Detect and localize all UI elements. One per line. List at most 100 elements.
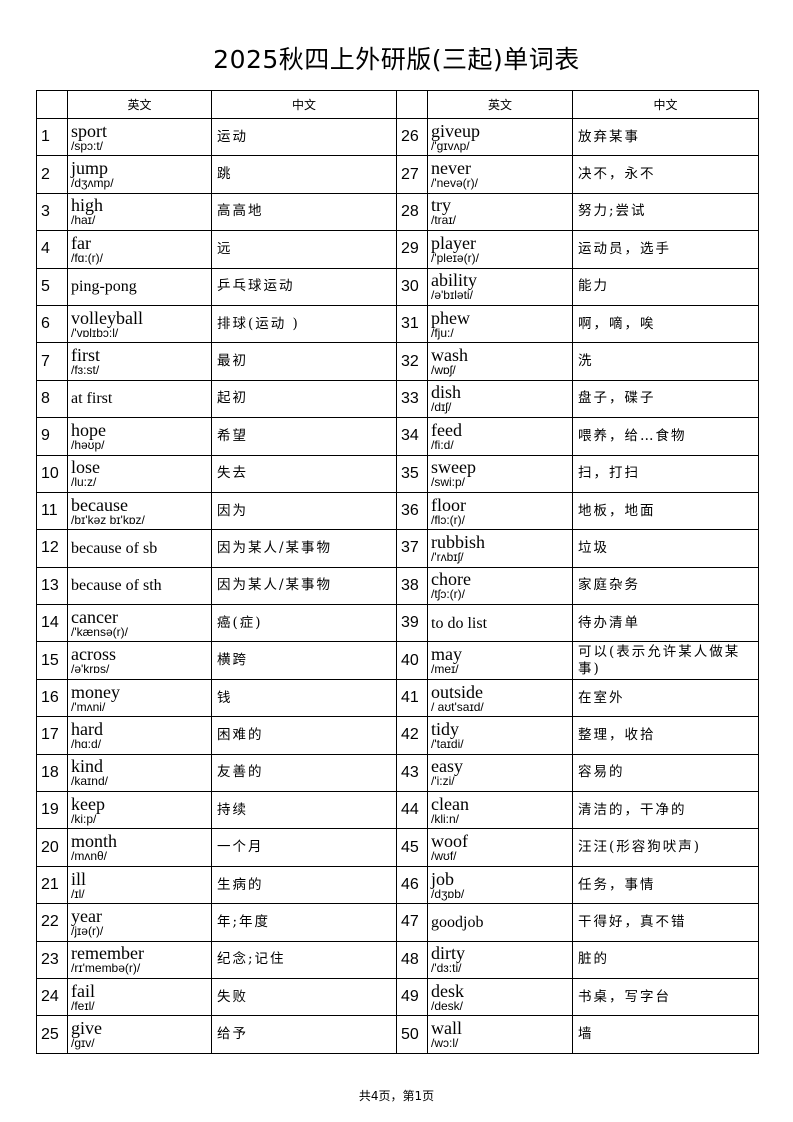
english-cell: year/jɪə(r)/ <box>67 903 212 942</box>
english-word: may <box>431 644 462 665</box>
chinese-meaning: 清洁的，干净的 <box>572 791 759 830</box>
english-cell: ping-pong <box>67 267 212 306</box>
chinese-meaning: 容易的 <box>572 753 759 793</box>
chinese-meaning: 墙 <box>572 1015 759 1054</box>
english-word: feed <box>431 419 462 440</box>
english-word: try <box>431 195 451 216</box>
chinese-meaning: 干得好，真不错 <box>572 903 759 942</box>
chinese-meaning: 书桌，写字台 <box>572 977 759 1017</box>
table-row: 9 hope/həʊp/希望 34 feed/fi:d/喂养，给…食物 <box>36 417 759 456</box>
english-word: hope <box>71 419 106 440</box>
chinese-meaning: 失去 <box>211 454 397 493</box>
word-number: 40 <box>396 641 428 680</box>
english-word: job <box>431 868 455 889</box>
english-cell: cancer/'kænsə(r)/ <box>67 604 212 643</box>
english-cell: across/ə'krɒs/ <box>67 641 212 680</box>
word-number: 16 <box>36 678 68 718</box>
english-word: woof <box>431 831 468 852</box>
word-number: 4 <box>36 230 68 269</box>
english-cell: far/fɑ:(r)/ <box>67 230 212 269</box>
english-word: keep <box>71 793 105 814</box>
chinese-meaning: 一个月 <box>211 828 397 867</box>
english-cell: volleyball/'vɒlɪbɔ:l/ <box>67 304 212 344</box>
word-number: 48 <box>396 940 428 979</box>
phonetic: / aʊt'saɪd/ <box>431 699 484 714</box>
english-cell: keep/ki:p/ <box>67 791 212 830</box>
english-word: ping-pong <box>71 278 137 296</box>
phonetic: /'mʌni/ <box>71 699 106 714</box>
chinese-meaning: 排球(运动 ) <box>211 304 397 344</box>
phonetic: /rɪ'membə(r)/ <box>71 961 141 976</box>
english-word: rubbish <box>431 531 485 552</box>
phonetic: /wɒʃ/ <box>431 363 456 378</box>
chinese-meaning: 整理，收拾 <box>572 716 759 755</box>
english-cell: first/fɜ:st/ <box>67 342 212 381</box>
english-word: at first <box>71 390 113 408</box>
word-number: 19 <box>36 791 68 830</box>
english-cell: wash/wɒʃ/ <box>427 342 573 381</box>
phonetic: /fju:/ <box>431 325 454 340</box>
chinese-meaning: 可以(表示允许某人做某事) <box>572 641 759 680</box>
chinese-meaning: 跳 <box>211 155 397 194</box>
table-row: 23 remember/rɪ'membə(r)/纪念;记住 48 dirty/'dɜ:… <box>36 940 759 979</box>
english-cell: dish/dɪʃ/ <box>427 379 573 419</box>
chinese-meaning: 运动 <box>211 117 397 157</box>
phonetic: /'kænsə(r)/ <box>71 624 128 639</box>
chinese-meaning: 远 <box>211 230 397 269</box>
english-cell: feed/fi:d/ <box>427 417 573 456</box>
english-word: because <box>71 494 128 515</box>
phonetic: /'rʌbɪʃ/ <box>431 549 464 564</box>
chinese-meaning: 高高地 <box>211 192 397 232</box>
word-number: 3 <box>36 192 68 232</box>
english-cell: never/'nevə(r)/ <box>427 155 573 194</box>
phonetic: /meɪ/ <box>431 662 459 677</box>
word-number: 30 <box>396 267 428 306</box>
english-word: wash <box>431 345 468 366</box>
word-number: 8 <box>36 379 68 419</box>
table-row: 18 kind/kaɪnd/友善的 43 easy/'i:zi/容易的 <box>36 753 759 793</box>
english-cell: phew/fju:/ <box>427 304 573 344</box>
table-row: 21 ill/ɪl/生病的 46 job/dʒɒb/任务，事情 <box>36 865 759 905</box>
header-chinese: 中文 <box>572 90 759 119</box>
phonetic: /jɪə(r)/ <box>71 923 104 938</box>
english-cell: because of sb <box>67 529 212 568</box>
word-number: 17 <box>36 716 68 755</box>
chinese-meaning: 垃圾 <box>572 529 759 568</box>
chinese-meaning: 因为 <box>211 491 397 531</box>
phonetic: /ki:p/ <box>71 811 97 826</box>
english-word: ill <box>71 868 87 889</box>
chinese-meaning: 盘子，碟子 <box>572 379 759 419</box>
phonetic: /'gɪvʌp/ <box>431 138 470 153</box>
header-number <box>396 90 428 119</box>
english-word: first <box>71 345 100 366</box>
english-cell: woof/wʊf/ <box>427 828 573 867</box>
english-word: volleyball <box>71 307 143 328</box>
word-number: 25 <box>36 1015 68 1054</box>
word-number: 47 <box>396 903 428 942</box>
chinese-meaning: 持续 <box>211 791 397 830</box>
table-row: 3 high/haɪ/高高地 28 try/traɪ/努力;尝试 <box>36 192 759 232</box>
word-number: 37 <box>396 529 428 568</box>
chinese-meaning: 因为某人/某事物 <box>211 566 397 606</box>
phonetic: /'pleɪə(r)/ <box>431 250 479 265</box>
chinese-meaning: 决不，永不 <box>572 155 759 194</box>
phonetic: /flɔ:(r)/ <box>431 512 465 527</box>
english-cell: clean/kli:n/ <box>427 791 573 830</box>
english-word: chore <box>431 569 471 590</box>
english-word: giveup <box>431 120 480 141</box>
word-number: 21 <box>36 865 68 905</box>
table-row: 20 month/mʌnθ/一个月 45 woof/wʊf/汪汪(形容狗吠声) <box>36 828 759 867</box>
word-number: 36 <box>396 491 428 531</box>
chinese-meaning: 年;年度 <box>211 903 397 942</box>
english-cell: dirty/'dɜ:ti/ <box>427 940 573 979</box>
word-number: 24 <box>36 977 68 1017</box>
english-word: year <box>71 905 102 926</box>
chinese-meaning: 癌(症) <box>211 604 397 643</box>
phonetic: /mʌnθ/ <box>71 849 108 864</box>
phonetic: /'vɒlɪbɔ:l/ <box>71 325 119 340</box>
word-number: 31 <box>396 304 428 344</box>
english-word: month <box>71 831 118 852</box>
english-word: never <box>431 158 471 179</box>
english-cell: sport/spɔ:t/ <box>67 117 212 157</box>
phonetic: /haɪ/ <box>71 213 96 228</box>
